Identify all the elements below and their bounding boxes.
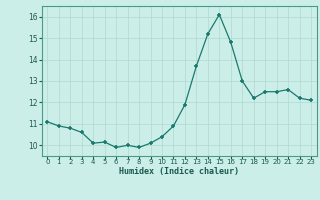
X-axis label: Humidex (Indice chaleur): Humidex (Indice chaleur): [119, 167, 239, 176]
